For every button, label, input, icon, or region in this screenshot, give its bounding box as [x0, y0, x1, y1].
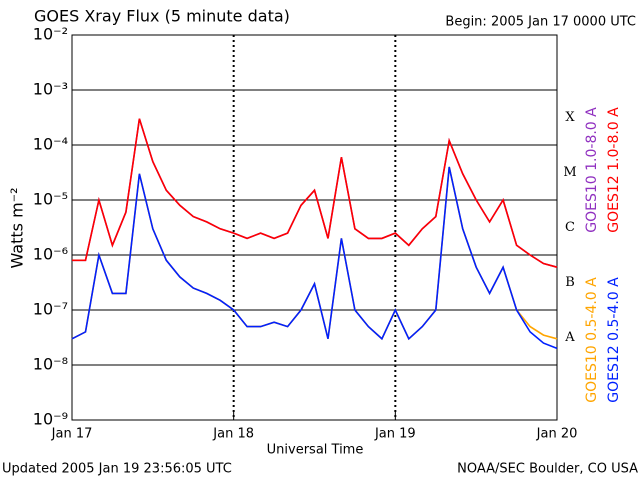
legend-entry: GOES10 0.5-4.0 A — [584, 277, 600, 403]
x-tick-label: Jan 19 — [374, 427, 416, 442]
y-tick-label: 10⁻⁵ — [33, 190, 68, 209]
y-tick-label: 10⁻⁸ — [33, 355, 68, 374]
y-tick-label: 10⁻⁴ — [33, 135, 68, 154]
y-tick-label: 10⁻⁶ — [33, 245, 68, 264]
series-line — [72, 118, 558, 268]
chart-title: GOES Xray Flux (5 minute data) — [34, 7, 290, 26]
x-tick-label: Jan 17 — [51, 427, 93, 442]
flare-class: B — [565, 275, 575, 290]
plot-frame — [71, 34, 558, 421]
y-tick-label: 10⁻² — [33, 25, 68, 44]
y-tick-label: 10⁻⁹ — [33, 410, 68, 429]
subtitle: Begin: 2005 Jan 17 0000 UTC — [445, 15, 636, 30]
legend-entry: GOES12 0.5-4.0 A — [606, 277, 622, 403]
series-line — [71, 166, 558, 350]
legend-entry: GOES10 1.0-8.0 A — [584, 107, 600, 233]
y-tick-label: 10⁻³ — [33, 80, 68, 99]
footer-left: Updated 2005 Jan 19 23:56:05 UTC — [2, 462, 232, 477]
x-tick-label: Jan 20 — [536, 427, 578, 442]
legend-entry: GOES12 1.0-8.0 A — [606, 107, 622, 233]
flare-class: X — [565, 110, 575, 125]
footer-right: NOAA/SEC Boulder, CO USA — [457, 462, 638, 477]
flare-class: A — [564, 330, 575, 345]
x-tick-label: Jan 18 — [212, 427, 254, 442]
flare-class: C — [565, 220, 575, 235]
flare-class: M — [563, 165, 576, 180]
y-axis-label: Watts m⁻² — [8, 187, 27, 268]
x-axis-label: Universal Time — [267, 443, 364, 458]
y-tick-label: 10⁻⁷ — [33, 300, 68, 319]
